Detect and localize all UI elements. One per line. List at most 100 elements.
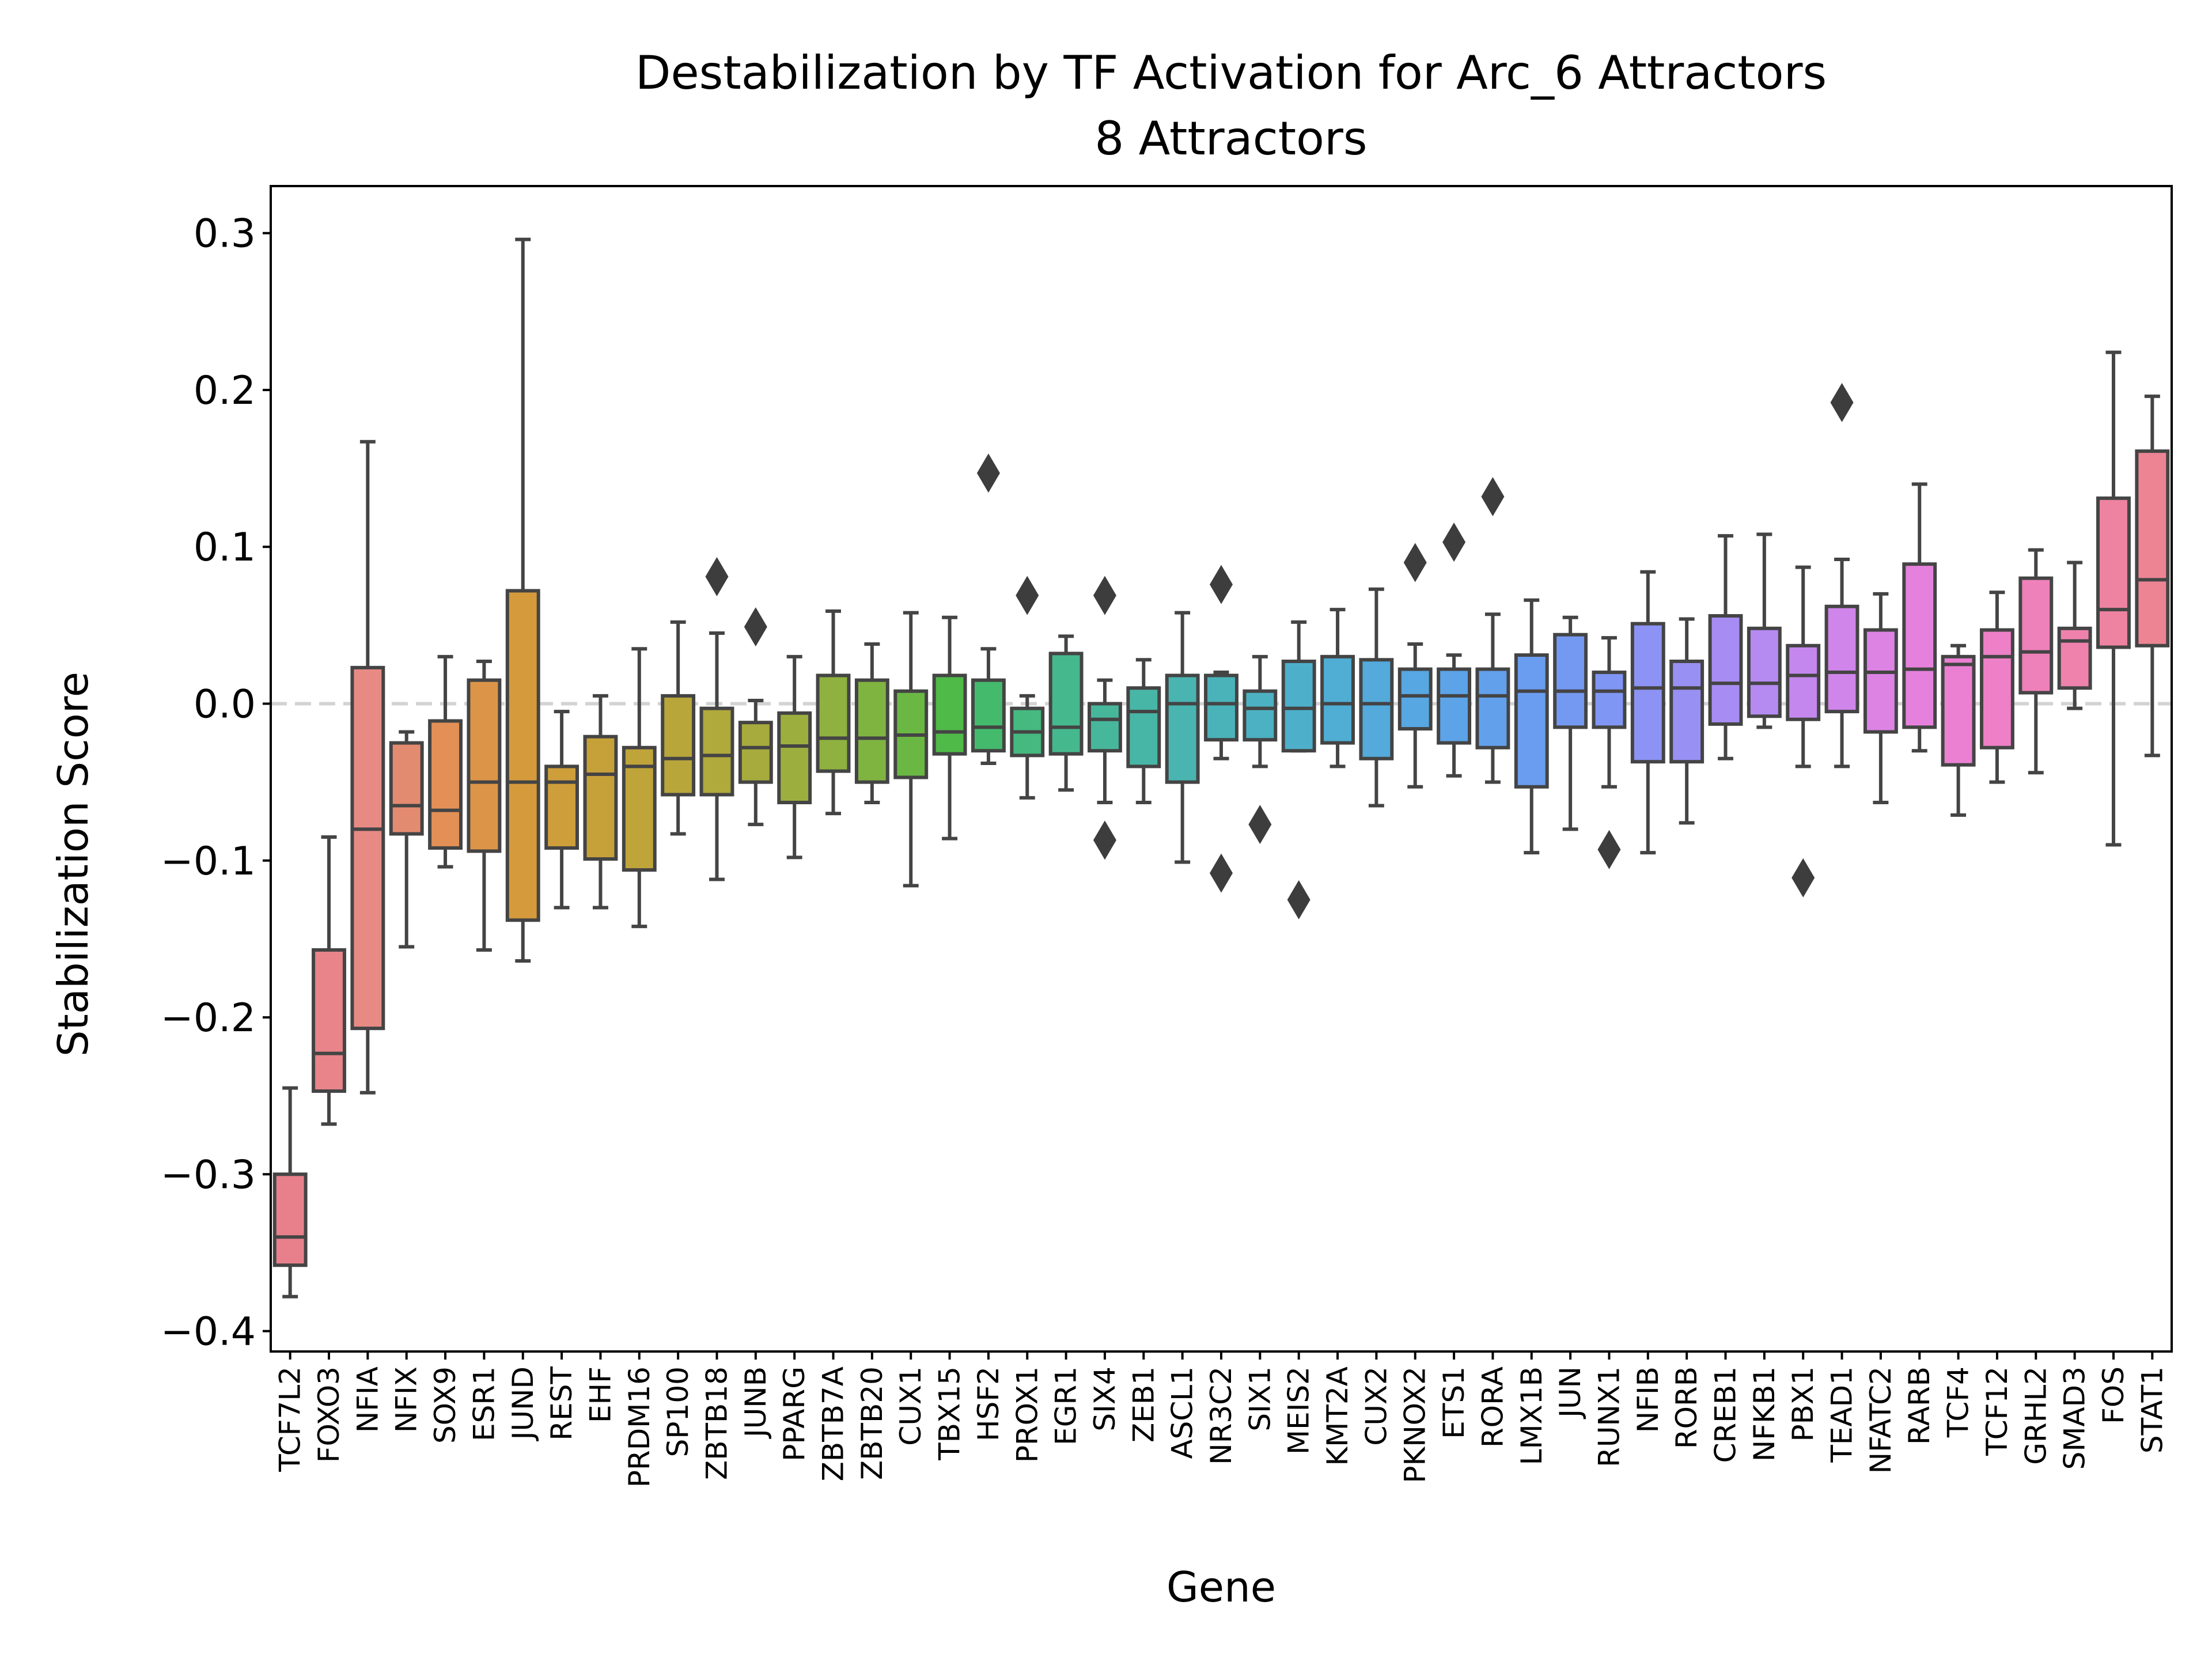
box-ehf [583,735,618,861]
y-tick-label: −0.1 [161,839,256,884]
box-creb1 [1708,614,1743,726]
x-tick-label: STAT1 [2135,1366,2169,1453]
box-stat1 [2135,449,2170,648]
x-tick-label: NFIX [390,1366,423,1433]
x-tick-label: TBX15 [933,1366,967,1461]
y-tick-label: −0.4 [161,1309,256,1355]
outlier-point [976,453,1000,493]
x-tick-label: FOXO3 [312,1366,346,1463]
x-tick-label: PRDM16 [623,1366,656,1487]
x-tick-label: PROX1 [1010,1366,1044,1463]
box-zbtb20 [854,678,889,784]
y-axis-label: Stabilization Score [49,672,97,1057]
outlier-point [1791,858,1815,898]
x-tick-label: TEAD1 [1825,1366,1859,1463]
x-tick-label: CUX2 [1359,1366,1393,1446]
box-foxo3 [312,948,346,1093]
box-zbtb18 [699,706,734,797]
x-tick-label: CREB1 [1709,1366,1743,1463]
outlier-point [1481,477,1505,517]
x-tick-label: SOX9 [429,1366,462,1444]
y-tick-label: −0.3 [161,1152,256,1198]
x-tick-label: PBX1 [1786,1366,1820,1442]
outlier-point [1403,543,1427,582]
box-jun [1553,633,1588,729]
x-tick-label: JUN [1554,1366,1587,1419]
outlier-point [1830,383,1854,422]
box-tbx15 [932,673,967,756]
x-tick-label: RORA [1476,1366,1509,1448]
x-tick-label: ZEB1 [1127,1366,1160,1443]
box-nfib [1630,622,1665,764]
y-tick-label: 0.3 [194,211,256,257]
x-tick-label: JUND [506,1366,540,1441]
box-zeb1 [1126,686,1161,768]
x-tick-label: PKNOX2 [1399,1366,1432,1483]
x-tick-label: SMAD3 [2058,1366,2092,1470]
box-tcf12 [1980,628,2014,749]
outlier-point [1287,880,1310,919]
box-sox9 [428,719,463,850]
x-tick-label: TCF4 [1942,1366,1975,1438]
box-rarb [1902,562,1937,729]
box-junb [738,721,773,784]
box-cux2 [1359,658,1394,760]
box-nfatc2 [1863,628,1898,734]
x-tick-label: LMX1B [1515,1366,1548,1465]
outlier-point [1248,805,1272,845]
box-tead1 [1824,604,1859,714]
x-tick-label: MEIS2 [1282,1366,1316,1455]
y-tick-label: 0.0 [194,682,256,728]
x-tick-label: NFATC2 [1864,1366,1897,1474]
box-smad3 [2057,626,2092,690]
x-tick-label: SIX1 [1243,1366,1277,1432]
box-pbx1 [1786,643,1821,721]
x-tick-label: SP100 [661,1366,695,1457]
box-runx1 [1592,671,1627,729]
x-tick-label: JUNB [739,1366,772,1439]
box-nfkb1 [1747,626,1782,718]
box-meis2 [1281,659,1316,753]
x-axis-label: Gene [1166,1563,1276,1611]
x-tick-label: PPARG [778,1366,811,1462]
outlier-point [1093,820,1116,860]
x-tick-label: KMT2A [1321,1366,1354,1466]
x-tick-label: ZBTB18 [700,1366,733,1480]
outlier-point [1442,523,1466,562]
outlier-point [1597,830,1621,869]
x-tick-label: TCF7L2 [274,1366,307,1472]
box-six4 [1088,702,1122,753]
outlier-point [1210,853,1233,893]
x-tick-label: NFIA [351,1366,384,1433]
box-tcf7l2 [272,1172,308,1267]
x-tick-label: TCF12 [1980,1366,2014,1456]
x-tick-label: FOS [2097,1366,2130,1424]
box-egr1 [1048,652,1084,756]
box-nfix [389,741,424,836]
box-rorb [1669,659,1705,764]
box-pknox2 [1397,667,1433,731]
box-jund [505,589,540,922]
box-rora [1475,667,1510,749]
box-ets1 [1437,667,1472,745]
box-ascl1 [1165,673,1200,784]
x-tick-label: ZBTB7A [817,1366,850,1481]
x-tick-label: HSF2 [972,1366,1005,1441]
box-six1 [1243,689,1278,742]
box-sp100 [661,694,696,797]
x-tick-label: GRHL2 [2019,1366,2052,1465]
box-tcf4 [1941,654,1976,767]
box-kmt2a [1320,654,1355,745]
plot-frame [270,185,2173,1353]
chart-title: Destabilization by TF Activation for Arc… [635,46,1827,100]
box-hsf2 [971,678,1006,753]
box-zbtb7a [816,673,851,773]
x-tick-label: NFKB1 [1748,1366,1781,1462]
y-tick-label: 0.1 [194,525,256,570]
x-tick-label: RARB [1903,1366,1936,1445]
box-fos [2096,496,2131,649]
x-tick-label: EHF [584,1366,617,1423]
x-tick-label: NR3C2 [1205,1366,1238,1465]
box-pparg [777,711,812,805]
